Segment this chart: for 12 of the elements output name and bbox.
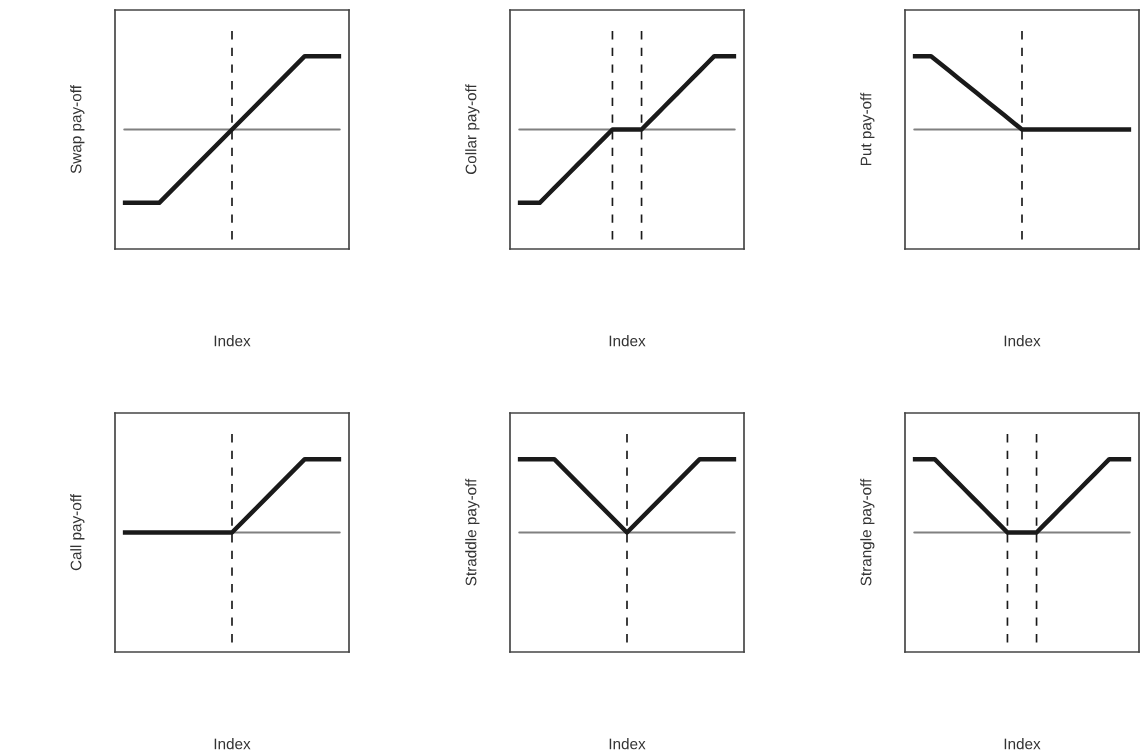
y-axis-title: Call pay-off	[70, 493, 85, 571]
x-axis-title: Index	[609, 335, 646, 347]
y-axis-title: Collar pay-off	[465, 84, 480, 175]
x-axis-title: Index	[609, 738, 646, 750]
x-axis-title: Index	[214, 738, 251, 750]
y-axis-title: Strangle pay-off	[860, 478, 875, 586]
y-axis-title: Straddle pay-off	[465, 478, 480, 586]
x-axis-title: Index	[1004, 335, 1041, 347]
x-axis-title: Index	[1004, 738, 1041, 750]
x-axis-title: Index	[214, 335, 251, 347]
y-axis-title: Put pay-off	[860, 92, 875, 166]
y-axis-title: Swap pay-off	[70, 85, 85, 174]
